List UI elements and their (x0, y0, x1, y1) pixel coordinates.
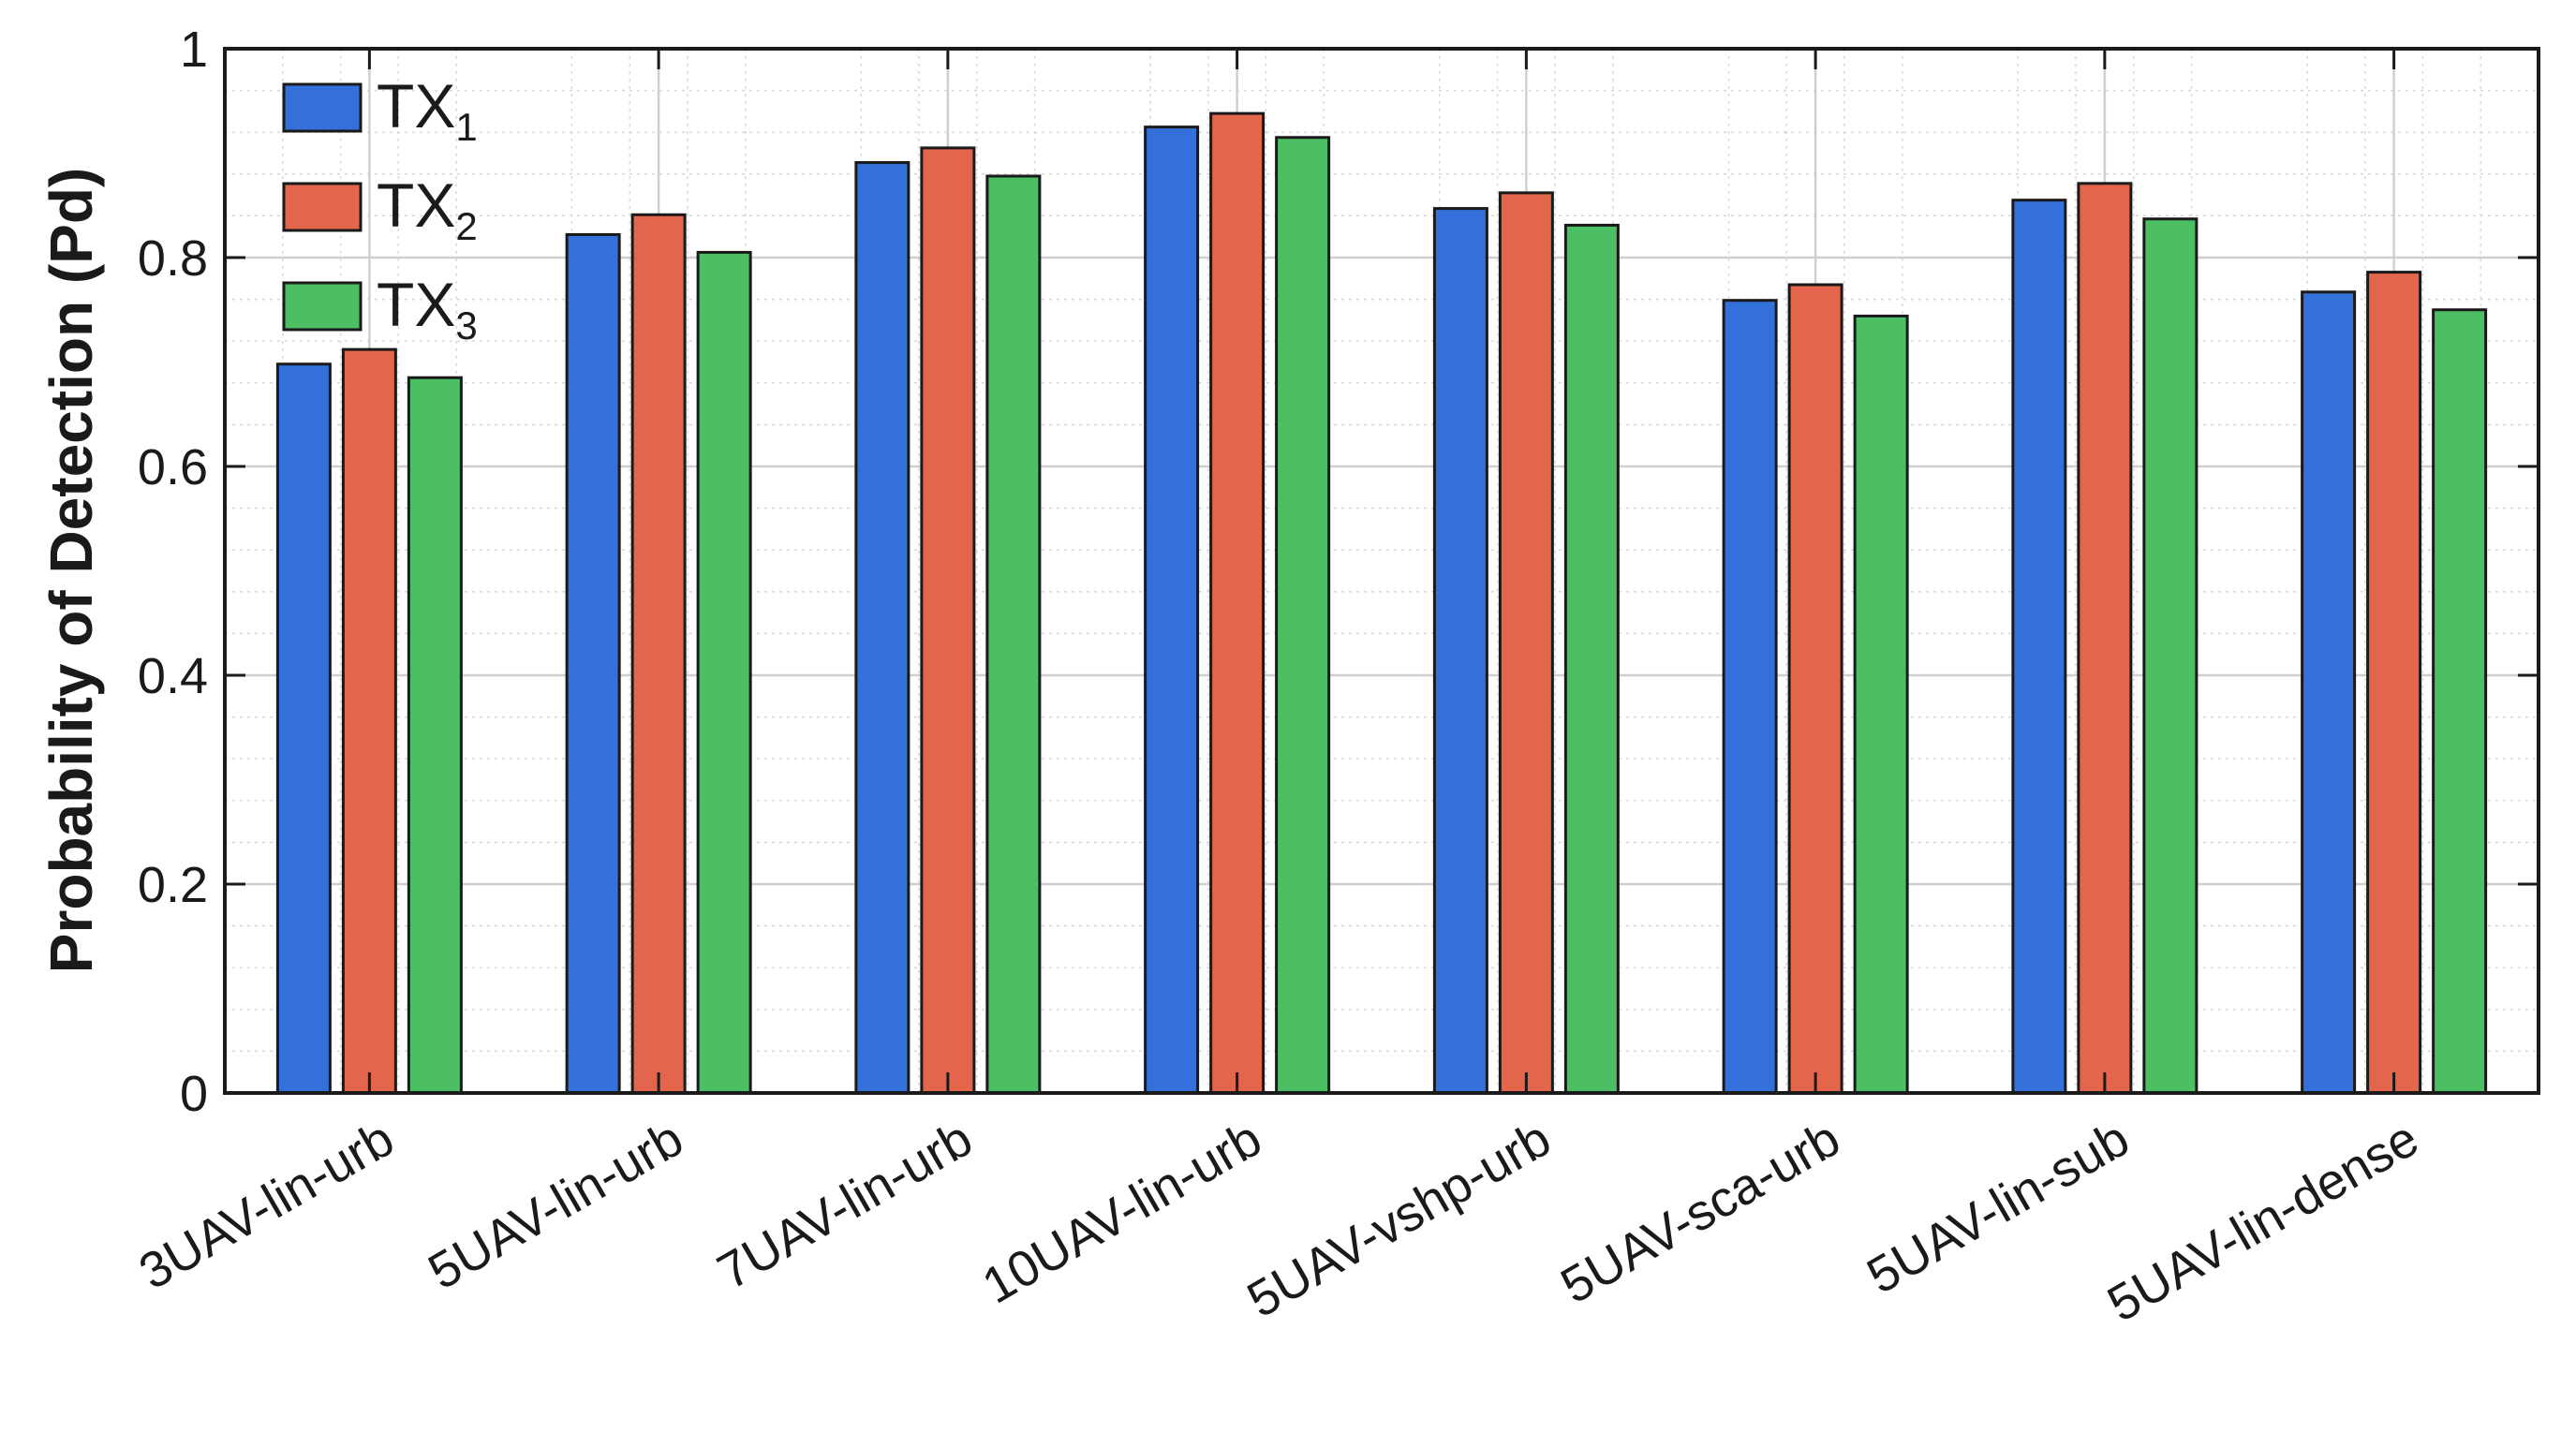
x-tick-label: 5UAV-lin-urb (419, 1110, 692, 1300)
legend-swatch (282, 281, 363, 332)
x-tick-label: 5UAV-vshp-urb (1238, 1110, 1561, 1328)
y-tick-label: 1 (180, 22, 208, 78)
bar (341, 347, 397, 1095)
legend-entry: TX1 (377, 71, 478, 149)
bar (2011, 199, 2067, 1095)
x-tick-label: 5UAV-lin-sub (1858, 1110, 2138, 1305)
bar (1144, 126, 1200, 1095)
x-tick-label: 7UAV-lin-urb (708, 1110, 982, 1300)
bar (275, 362, 332, 1095)
legend-swatch (282, 182, 363, 232)
bar (1498, 191, 1554, 1095)
x-tick-label: 3UAV-lin-urb (130, 1110, 404, 1300)
bars (275, 111, 2488, 1095)
x-tick-label: 5UAV-lin-dense (2098, 1110, 2427, 1333)
bar (1275, 136, 1331, 1095)
bar (920, 146, 976, 1095)
y-tick-label: 0.2 (138, 857, 208, 913)
bar (2077, 182, 2133, 1095)
legend-entry: TX2 (377, 170, 478, 248)
bar (565, 232, 621, 1095)
y-tick-label: 0.4 (138, 648, 208, 704)
y-tick-label: 0.6 (138, 439, 208, 495)
bar (1722, 299, 1778, 1095)
bar (1209, 111, 1266, 1095)
x-tick-label: 5UAV-sca-urb (1551, 1110, 1849, 1314)
bar (854, 161, 910, 1095)
legend-entry: TX3 (377, 270, 478, 347)
bar (407, 376, 463, 1095)
plot-frame (223, 47, 2540, 1095)
y-tick-label: 0.8 (138, 230, 208, 287)
x-tick-label: 10UAV-lin-urb (973, 1110, 1271, 1314)
bar (630, 213, 687, 1095)
y-axis-label: Probability of Detection (Pd) (37, 168, 105, 973)
legend-swatch (282, 82, 363, 133)
bar (2432, 308, 2488, 1095)
bar (1787, 283, 1843, 1095)
bar (2142, 217, 2198, 1095)
bar (1432, 207, 1488, 1095)
bar (696, 250, 752, 1095)
bar (985, 174, 1042, 1095)
y-tick-label: 0 (180, 1066, 208, 1122)
bar (2366, 271, 2422, 1095)
bar (1853, 314, 1909, 1095)
legend: TX1 TX2 TX3 (282, 71, 478, 347)
bar (2301, 290, 2357, 1095)
y-axis: 0 0.2 0.4 0.6 0.8 1 (138, 22, 2539, 1122)
bar (1563, 223, 1620, 1095)
